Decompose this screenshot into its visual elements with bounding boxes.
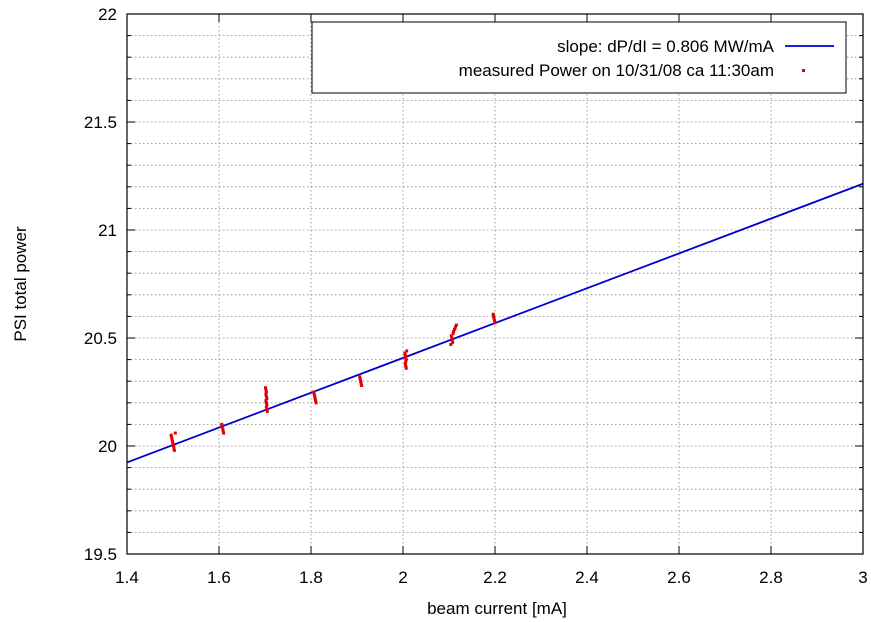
data-point [403,362,407,366]
data-point [264,401,268,405]
legend-label-fit: slope: dP/dI = 0.806 MW/mA [557,37,775,56]
data-point [451,340,455,344]
data-point [450,338,454,342]
data-point [358,377,362,381]
x-tick-label: 2.8 [759,568,783,587]
data-point [453,325,457,329]
data-point [313,396,317,400]
legend-swatch-measured [802,69,805,72]
data-point [169,433,173,437]
data-point [220,425,224,429]
data-point [493,319,497,323]
data-point [221,427,225,431]
data-point [404,364,408,368]
data-point [265,407,269,411]
data-point [449,334,453,338]
data-point [403,351,407,355]
data-point [173,431,177,435]
data-point [221,429,225,433]
data-point [264,394,268,398]
data-point [403,353,407,357]
y-axis-ticks: 19.5 20 20.5 21 21.5 22 [84,5,863,564]
data-point [264,388,268,392]
data-point [264,390,268,394]
x-tick-label: 2.4 [575,568,599,587]
x-tick-label: 2.6 [667,568,691,587]
data-point [171,442,175,446]
data-point [265,396,269,400]
data-point [491,312,495,316]
y-tick-label: 21 [98,221,117,240]
data-point [314,401,318,405]
data-point [263,386,267,390]
data-point [404,360,408,364]
data-point [453,327,457,331]
data-point [172,446,176,450]
data-point [404,358,408,362]
data-point [171,440,175,444]
x-tick-label: 2.2 [483,568,507,587]
x-axis-ticks: 1.4 1.6 1.8 2 2.2 2.4 2.6 2.8 3 [115,14,868,587]
x-tick-label: 1.4 [115,568,139,587]
data-point [360,384,364,388]
data-point [359,379,363,383]
data-point [454,323,458,327]
y-tick-label: 21.5 [84,113,117,132]
data-point [452,330,456,334]
x-tick-label: 1.8 [299,568,323,587]
data-point [359,381,363,385]
data-point [404,355,408,359]
x-tick-label: 2 [398,568,407,587]
legend-label-measured: measured Power on 10/31/08 ca 11:30am [459,61,774,80]
data-point [451,332,455,336]
data-point [312,390,316,394]
y-tick-label: 19.5 [84,545,117,564]
x-tick-label: 1.6 [207,568,231,587]
data-point [170,435,174,439]
data-point [492,317,496,321]
data-point [313,394,317,398]
data-point [314,399,318,403]
data-point [171,444,175,448]
y-tick-label: 20 [98,437,117,456]
x-axis-title: beam current [mA] [427,599,567,618]
y-tick-label: 22 [98,5,117,24]
data-point [170,438,174,442]
data-point [265,403,269,407]
data-point [493,321,497,325]
data-point [222,431,226,435]
data-point [450,336,454,340]
data-point [264,405,268,409]
y-tick-label: 20.5 [84,329,117,348]
legend-box [311,21,847,94]
legend: slope: dP/dI = 0.806 MW/mA measured Powe… [311,21,847,94]
x-tick-label: 3 [858,568,867,587]
data-point [312,392,316,396]
data-point [220,422,224,426]
data-point [358,375,362,379]
data-point [405,349,409,353]
data-points [169,312,497,452]
data-point [264,399,268,403]
data-point [404,366,408,370]
data-point [172,448,176,452]
data-point [264,392,268,396]
data-point [265,409,269,413]
data-point [492,314,496,318]
data-point [449,342,453,346]
y-axis-title: PSI total power [11,226,30,342]
